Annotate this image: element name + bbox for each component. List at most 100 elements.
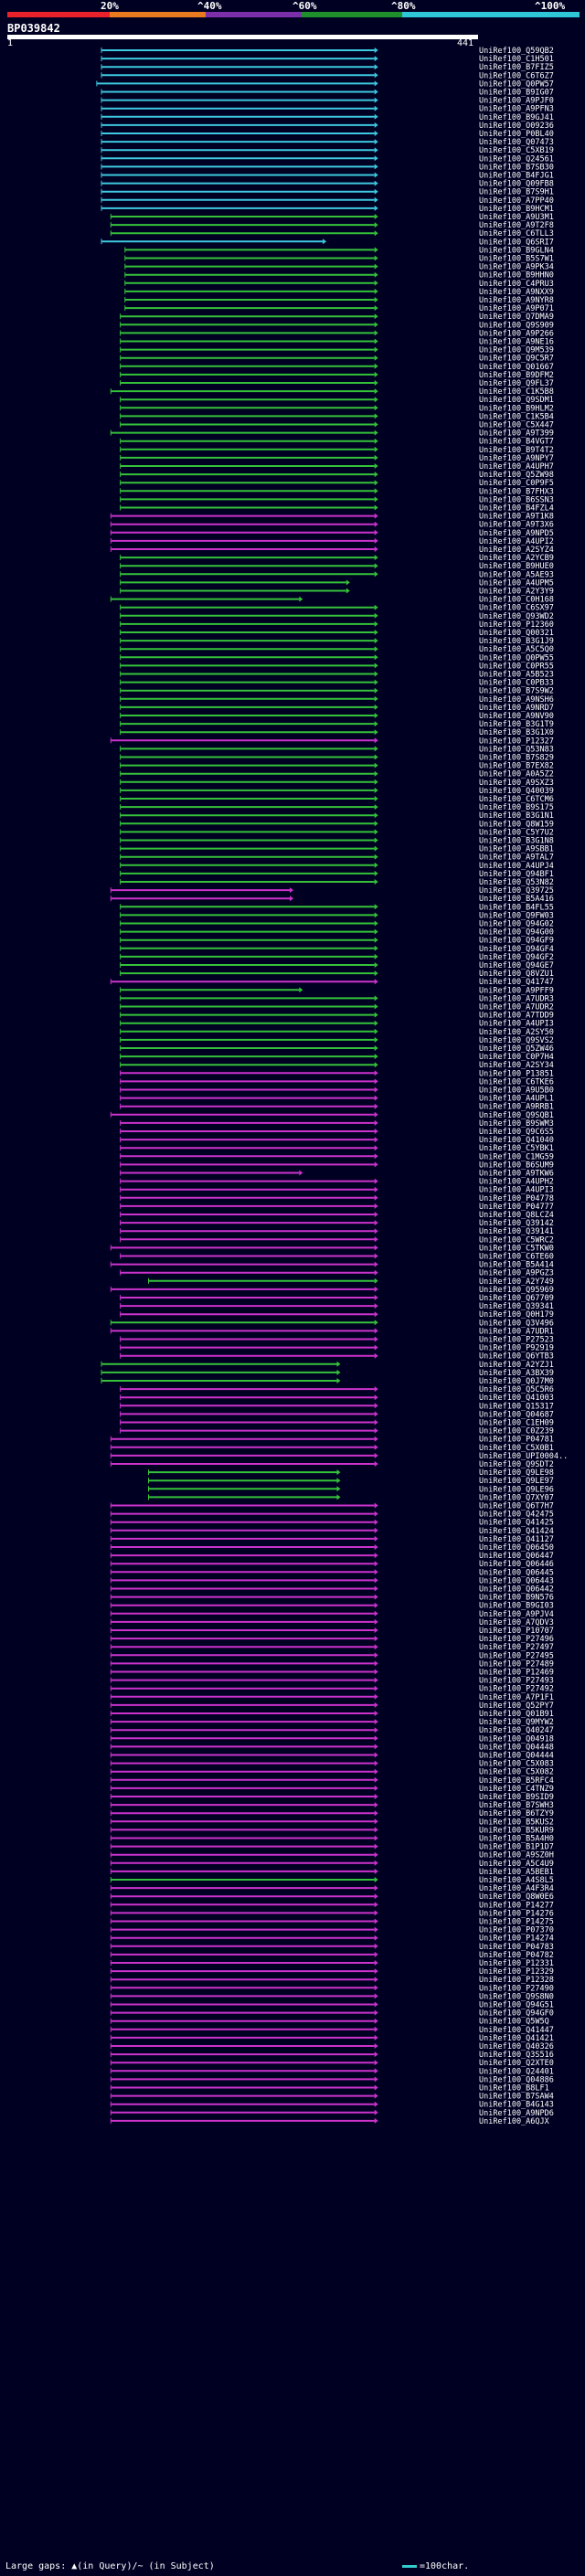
hit-label[interactable]: UniRef100_A9NYR8 [479,296,554,305]
hit-label[interactable]: UniRef100_B9HCM1 [479,205,554,214]
hit-label[interactable]: UniRef100_B9HUE0 [479,562,554,571]
hit-label[interactable]: UniRef100_A9SXZ3 [479,779,554,788]
hit-label[interactable]: UniRef100_C4TNZ9 [479,1785,554,1794]
hit-label[interactable]: UniRef100_P27496 [479,1635,554,1644]
hit-label[interactable]: UniRef100_A9P266 [479,329,554,338]
hit-label[interactable]: UniRef100_Q94G00 [479,928,554,938]
hit-label[interactable]: UniRef100_A9PGZ3 [479,1269,554,1278]
hit-label[interactable]: UniRef100_Q53N83 [479,745,554,754]
hit-label[interactable]: UniRef100_B4VGT7 [479,438,554,447]
hit-label[interactable]: UniRef100_Q0PW57 [479,80,554,89]
hit-label[interactable]: UniRef100_Q9LE97 [479,1477,554,1486]
hit-label[interactable]: UniRef100_C6SX97 [479,604,554,613]
hit-label[interactable]: UniRef100_Q95969 [479,1286,554,1295]
hit-label[interactable]: UniRef100_Q7XY07 [479,1493,554,1502]
hit-label[interactable]: UniRef100_Q94GF2 [479,953,554,962]
hit-label[interactable]: UniRef100_C5X083 [479,1760,554,1769]
hit-label[interactable]: UniRef100_B7EX82 [479,762,554,771]
hit-label[interactable]: UniRef100_B9S175 [479,803,554,812]
hit-label[interactable]: UniRef100_Q15317 [479,1402,554,1411]
hit-label[interactable]: UniRef100_C4PRU3 [479,280,554,289]
hit-label[interactable]: UniRef100_A2SY50 [479,1028,554,1037]
hit-label[interactable]: UniRef100_Q00321 [479,629,554,638]
hit-label[interactable]: UniRef100_A9PFN3 [479,105,554,114]
hit-label[interactable]: UniRef100_A9NPY7 [479,454,554,463]
hit-label[interactable]: UniRef100_A9P071 [479,304,554,313]
hit-label[interactable]: UniRef100_Q06445 [479,1568,554,1577]
hit-label[interactable]: UniRef100_Q93WD2 [479,612,554,621]
hit-label[interactable]: UniRef100_Q04444 [479,1752,554,1761]
hit-label[interactable]: UniRef100_Q07473 [479,138,554,147]
hit-label[interactable]: UniRef100_A7QDV3 [479,1618,554,1627]
hit-label[interactable]: UniRef100_B7SAW4 [479,2093,554,2102]
hit-label[interactable]: UniRef100_Q39341 [479,1302,554,1311]
hit-label[interactable]: UniRef100_Q06443 [479,1576,554,1585]
hit-label[interactable]: UniRef100_C6TCM6 [479,795,554,804]
hit-label[interactable]: UniRef100_A9T3X6 [479,521,554,530]
hit-label[interactable]: UniRef100_Q8W0E6 [479,1892,554,1902]
hit-label[interactable]: UniRef100_A9SZ0H [479,1851,554,1860]
hit-label[interactable]: UniRef100_C0P9F5 [479,479,554,488]
hit-label[interactable]: UniRef100_Q9MYW2 [479,1718,554,1727]
hit-label[interactable]: UniRef100_Q94BF1 [479,870,554,879]
hit-label[interactable]: UniRef100_Q94G02 [479,920,554,929]
hit-label[interactable]: UniRef100_A9T399 [479,429,554,439]
hit-label[interactable]: UniRef100_P27523 [479,1336,554,1345]
hit-label[interactable]: UniRef100_A7UDR3 [479,994,554,1003]
hit-label[interactable]: UniRef100_Q24401 [479,2067,554,2076]
hit-label[interactable]: UniRef100_P12360 [479,620,554,630]
hit-label[interactable]: UniRef100_B5A416 [479,895,554,904]
hit-label[interactable]: UniRef100_A4UPI3 [479,1186,554,1195]
hit-label[interactable]: UniRef100_Q67709 [479,1294,554,1303]
hit-label[interactable]: UniRef100_Q2XTE0 [479,2059,554,2068]
hit-label[interactable]: UniRef100_A4S8L5 [479,1876,554,1885]
hit-label[interactable]: UniRef100_P04782 [479,1951,554,1960]
hit-label[interactable]: UniRef100_P10707 [479,1627,554,1636]
hit-label[interactable]: UniRef100_A2SY34 [479,1061,554,1070]
hit-label[interactable]: UniRef100_Q5W5Q [479,2018,549,2027]
hit-label[interactable]: UniRef100_P12469 [479,1669,554,1678]
hit-label[interactable]: UniRef100_Q94GF4 [479,945,554,954]
hit-label[interactable]: UniRef100_B4FJG1 [479,172,554,181]
hit-label[interactable]: UniRef100_A4UPH2 [479,1178,554,1187]
hit-label[interactable]: UniRef100_Q06447 [479,1552,554,1561]
hit-label[interactable]: UniRef100_A9T1K8 [479,513,554,522]
hit-label[interactable]: UniRef100_A9TAL7 [479,853,554,863]
hit-label[interactable]: UniRef100_Q52PY7 [479,1701,554,1711]
hit-label[interactable]: UniRef100_B3G1T9 [479,720,554,729]
hit-label[interactable]: UniRef100_Q9M539 [479,346,554,355]
hit-label[interactable]: UniRef100_Q3V496 [479,1319,554,1328]
hit-label[interactable]: UniRef100_P04777 [479,1203,554,1212]
hit-label[interactable]: UniRef100_Q9SQB1 [479,1111,554,1120]
hit-label[interactable]: UniRef100_B9SWM3 [479,1119,554,1129]
hit-label[interactable]: UniRef100_A4F3R4 [479,1884,554,1893]
hit-label[interactable]: UniRef100_B3G1N1 [479,811,554,821]
hit-label[interactable]: UniRef100_B9HLM2 [479,404,554,413]
hit-label[interactable]: UniRef100_A2YZJ1 [479,1361,554,1370]
hit-label[interactable]: UniRef100_B4G143 [479,2101,554,2110]
hit-label[interactable]: UniRef100_B9DFM2 [479,371,554,380]
hit-label[interactable]: UniRef100_Q9C5R7 [479,355,554,364]
hit-label[interactable]: UniRef100_C1H501 [479,55,554,64]
hit-label[interactable]: UniRef100_A7UDR1 [479,1327,554,1336]
hit-label[interactable]: UniRef100_A6QJX [479,2117,550,2126]
hit-label[interactable]: UniRef100_A9SBB1 [479,845,554,854]
hit-label[interactable]: UniRef100_A9TKW6 [479,1170,554,1179]
hit-label[interactable]: UniRef100_O09236 [479,122,554,131]
hit-label[interactable]: UniRef100_A9NPD6 [479,2109,554,2118]
hit-label[interactable]: UniRef100_C0Z239 [479,1427,554,1436]
hit-label[interactable]: UniRef100_B9GI03 [479,1602,554,1611]
hit-label[interactable]: UniRef100_B7SWH3 [479,1801,554,1810]
hit-label[interactable]: UniRef100_B3G1N8 [479,837,554,846]
hit-label[interactable]: UniRef100_C6TLL3 [479,229,554,239]
hit-label[interactable]: UniRef100_Q06446 [479,1560,554,1569]
hit-label[interactable]: UniRef100_B7S9W2 [479,687,554,696]
hit-label[interactable]: UniRef100_P27497 [479,1643,554,1652]
hit-label[interactable]: UniRef100_B7S829 [479,754,554,763]
hit-label[interactable]: UniRef100_B8LF1 [479,2084,549,2094]
hit-label[interactable]: UniRef100_A9NXX9 [479,288,554,297]
hit-label[interactable]: UniRef100_C5YBK1 [479,1144,554,1153]
hit-label[interactable]: UniRef100_B9T4T2 [479,446,554,455]
hit-label[interactable]: UniRef100_P14276 [479,1909,554,1918]
hit-label[interactable]: UniRef100_Q9SDT2 [479,1460,554,1469]
